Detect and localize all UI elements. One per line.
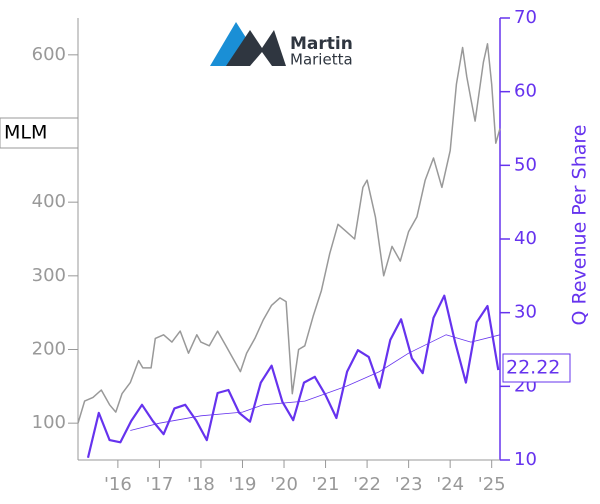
y2-tick-label: 30 [514, 302, 537, 323]
revenue-label-box [502, 353, 571, 383]
y-tick-label: 400 [32, 191, 66, 212]
logo-shape [226, 30, 286, 66]
price-label-box [0, 117, 79, 149]
x-tick-label: '16 [104, 474, 132, 495]
series-line [86, 294, 500, 459]
price-label: MLM [4, 122, 47, 144]
series-line [77, 43, 501, 424]
y-tick-label: 600 [32, 44, 66, 65]
y2-tick-label: 60 [514, 81, 537, 102]
x-tick-label: '20 [270, 474, 298, 495]
y2-tick-label: 70 [514, 7, 537, 28]
x-tick-label: '18 [187, 474, 215, 495]
x-tick-label: '22 [353, 474, 381, 495]
logo-text: Martin [290, 34, 353, 54]
y2-axis-title: Q Revenue Per Share [569, 125, 591, 326]
y-tick-label: 200 [32, 339, 66, 360]
x-tick-label: '21 [312, 474, 340, 495]
y2-tick-label: 50 [514, 154, 537, 175]
x-tick-label: '25 [478, 474, 506, 495]
y-tick-label: 300 [32, 265, 66, 286]
logo: Martin Marietta [210, 22, 353, 69]
y-tick-label: 100 [32, 412, 66, 433]
x-tick-label: '24 [436, 474, 464, 495]
revenue-label: 22.22 [506, 357, 560, 379]
x-tick-label: '17 [145, 474, 173, 495]
y2-tick-label: 40 [514, 228, 537, 249]
series-line [130, 334, 501, 431]
x-tick-label: '23 [395, 474, 423, 495]
x-tick-label: '19 [229, 474, 257, 495]
y2-tick-label: 10 [514, 449, 537, 470]
logo-text: Marietta [290, 51, 353, 69]
